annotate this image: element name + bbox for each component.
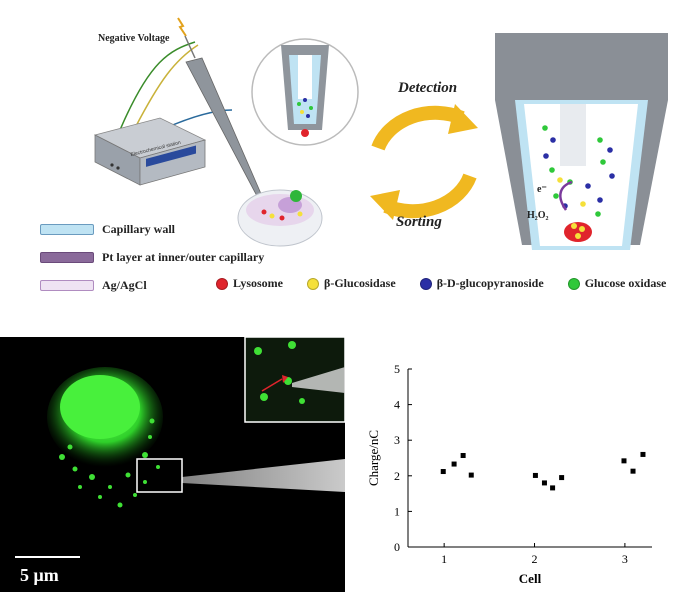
data-point [532, 472, 538, 478]
wire-yellow [134, 44, 199, 129]
legend-glucosidase: β-Glucosidase [307, 276, 396, 291]
legend-glucopyranoside: β-D-glucopyranoside [419, 276, 544, 291]
y-tick-label: 3 [394, 433, 400, 447]
y-tick-label: 2 [394, 469, 400, 483]
glucopyranoside-dot [419, 277, 432, 290]
glucose-oxidase-dot [567, 277, 580, 290]
glucopyranoside-label: β-D-glucopyranoside [436, 276, 544, 290]
data-point [541, 480, 547, 486]
glucose-oxidase-label: Glucose oxidase [584, 276, 667, 290]
y-tick-label: 1 [394, 504, 400, 518]
glucosidase-label: β-Glucosidase [324, 276, 396, 290]
pt-layer-label: Pt layer at inner/outer capillary [102, 250, 265, 264]
capillary-cross-section [495, 33, 668, 250]
data-point [451, 461, 457, 467]
scale-bar-label: 5 μm [20, 565, 59, 585]
data-point [550, 485, 556, 491]
h2o2-label: H₂O₂ [527, 210, 549, 221]
sorting-label: Sorting [396, 214, 442, 230]
charge-chart: 0 1 2 3 4 5 1 2 3 Cell Charge/nC [352, 347, 692, 597]
legend-molecules: Lysosome β-Glucosidase β-D-glucopyranosi… [216, 276, 666, 291]
capillary-wall-swatch [40, 224, 94, 235]
lysosome-dot [216, 277, 228, 290]
legend-ag-agcl: Ag/AgCl [40, 278, 264, 293]
x-tick-label: 3 [622, 552, 628, 566]
micrograph-graphics [15, 337, 345, 558]
data-point [630, 468, 636, 474]
negative-voltage-label: Negative Voltage [98, 33, 170, 44]
legend-capillary-wall: Capillary wall [40, 222, 264, 237]
data-point [640, 451, 646, 457]
x-axis-label: Cell [519, 571, 542, 586]
x-tick-label: 1 [441, 552, 447, 566]
y-tick-label: 5 [394, 362, 400, 376]
electron-label: e⁻ [537, 184, 547, 195]
lightning-icon [177, 17, 187, 37]
lysosome-label: Lysosome [233, 276, 284, 290]
fluorescence-micrograph: 5 μm [0, 337, 345, 592]
glucosidase-dot [307, 277, 320, 290]
schematic-panel: Negative Voltage Electrochemical station… [40, 17, 668, 293]
detection-sorting-cycle-icon [370, 104, 478, 220]
data-point [559, 475, 565, 481]
data-point [621, 458, 627, 464]
x-tick-label: 2 [532, 552, 538, 566]
capillary-wall-label: Capillary wall [102, 222, 176, 236]
data-point [440, 469, 446, 475]
detection-label: Detection [398, 80, 458, 96]
nanopipette [185, 57, 263, 199]
legend-pt-layer: Pt layer at inner/outer capillary [40, 250, 264, 265]
legend-left: Capillary wall Pt layer at inner/outer c… [40, 222, 264, 293]
schematic-graphics [93, 17, 668, 250]
y-tick-label: 0 [394, 540, 400, 554]
data-point [460, 453, 466, 459]
pt-layer-swatch [40, 252, 94, 263]
wire-green [119, 41, 196, 131]
legend-glucose-oxidase: Glucose oxidase [567, 276, 667, 291]
electrochemical-station-icon [93, 117, 207, 186]
ag-agcl-label: Ag/AgCl [102, 278, 147, 292]
y-tick-label: 4 [394, 398, 400, 412]
tip-zoom-circle [251, 38, 359, 146]
cell-icon [237, 189, 323, 247]
legend-lysosome: Lysosome [216, 276, 283, 291]
chart-svg: 0 1 2 3 4 5 1 2 3 Cell Charge/nC [366, 362, 652, 586]
y-axis-label: Charge/nC [366, 430, 381, 486]
ag-agcl-swatch [40, 280, 94, 291]
data-point [468, 472, 474, 478]
